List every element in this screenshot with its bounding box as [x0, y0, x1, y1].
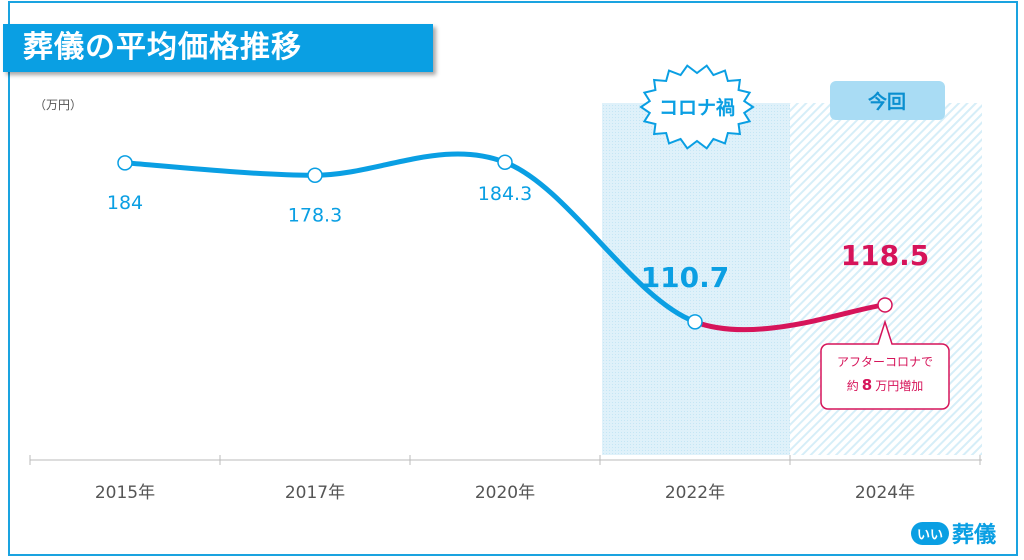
logo-mark: いい — [910, 521, 949, 545]
logo-text: 葬儀 — [951, 523, 996, 548]
covid-burst-badge — [639, 64, 755, 150]
data-point — [877, 297, 893, 313]
covid-label: コロナ禍 — [659, 96, 735, 119]
x-tick-label: 2022年 — [665, 483, 725, 503]
data-label: 110.7 — [641, 261, 730, 294]
current-label: 今回 — [867, 90, 906, 113]
data-point — [497, 154, 513, 170]
y-axis-unit: （万円） — [34, 98, 83, 112]
x-tick-label: 2017年 — [285, 483, 345, 503]
data-label: 118.5 — [841, 239, 930, 272]
data-label: 178.3 — [288, 204, 342, 226]
annotation-callout: アフターコロナで 約 8 万円増加 — [820, 319, 950, 410]
data-point — [117, 155, 133, 171]
data-label: 184.3 — [478, 183, 532, 205]
data-point — [687, 314, 703, 330]
data-label: 184 — [107, 192, 143, 214]
annotation-number: 8 — [862, 376, 872, 394]
burst-shape — [639, 64, 755, 150]
x-tick-label: 2020年 — [475, 483, 535, 503]
page-title: 葬儀の平均価格推移 — [3, 24, 433, 72]
annotation-prefix: 約 — [847, 378, 859, 393]
x-tick-label: 2015年 — [95, 483, 155, 503]
annotation-suffix: 万円増加 — [875, 379, 923, 393]
x-tick-label: 2024年 — [855, 483, 915, 503]
annotation-line1: アフターコロナで — [837, 355, 933, 369]
series-line-blue — [122, 151, 698, 325]
series-line-pink — [692, 302, 888, 333]
data-point — [307, 167, 323, 184]
frame-border — [8, 1, 1018, 556]
current-badge — [830, 81, 945, 120]
brand-logo: いい 葬儀 — [910, 517, 996, 549]
